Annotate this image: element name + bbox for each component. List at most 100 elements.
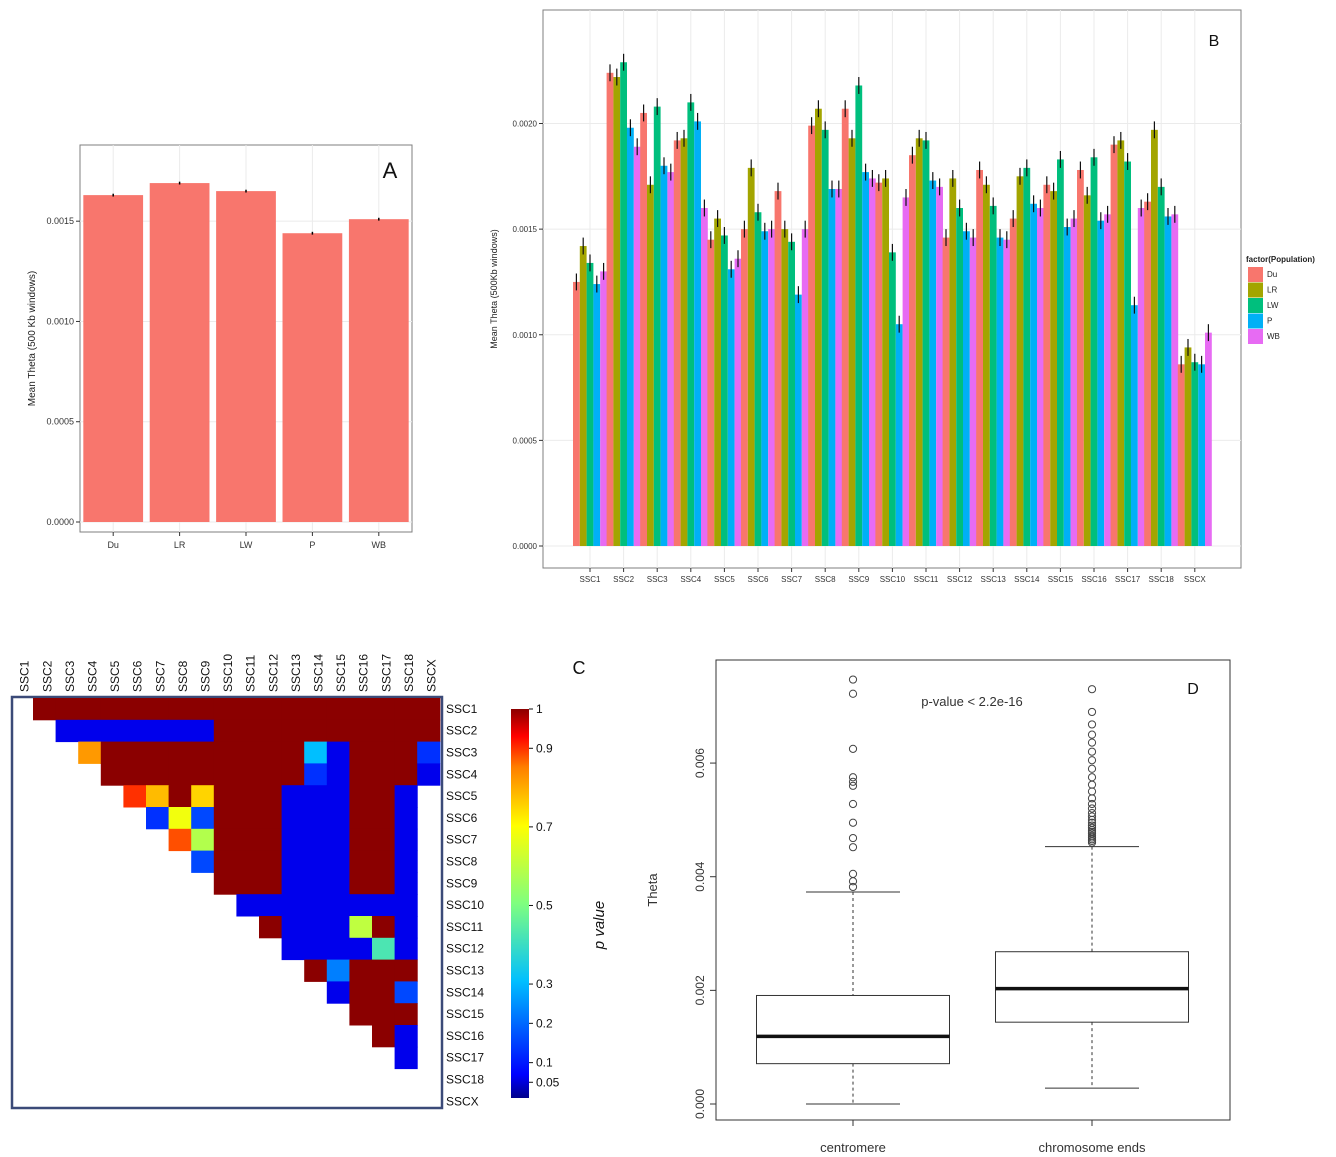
panel-b-bar-LW [1191, 362, 1199, 546]
panel-d-outlier [848, 882, 858, 892]
panel-b-bar-LW [1090, 157, 1098, 546]
panel-d-outlier [848, 773, 858, 782]
panel-c-cell [191, 698, 215, 721]
panel-c-colorbar-tick-label: 0.7 [536, 820, 553, 834]
panel-c-cell [100, 763, 124, 786]
panel-b-bar-Du [1077, 169, 1084, 546]
panel-b-bar-Du [942, 237, 950, 546]
panel-b-bar-Du [741, 229, 748, 547]
panel-c-cell [304, 937, 328, 961]
panel-b-bar-WB [667, 172, 675, 547]
panel-c-cell [349, 959, 373, 982]
panel-c-cell [281, 872, 305, 895]
panel-b-legend-label: P [1267, 317, 1272, 326]
panel-c-cell [259, 785, 283, 808]
panel-b-xtick-label: SSCX [1184, 575, 1206, 584]
panel-b-xtick-label: SSC5 [714, 575, 735, 584]
panel-c-cell [326, 937, 350, 961]
panel-c-cell [213, 741, 237, 764]
panel-d-ylabel: Theta [645, 873, 660, 907]
panel-c-cell [168, 828, 192, 852]
panel-d-outlier [1087, 812, 1097, 821]
panel-a-xtick-label: WB [372, 540, 387, 550]
panel-d-outlier [1087, 831, 1097, 840]
panel-d-box [756, 994, 950, 1065]
panel-c-cell [417, 698, 441, 721]
panel-b-bar-LR [579, 246, 587, 546]
panel-c-cell [191, 850, 215, 873]
panel-d-outlier [848, 777, 858, 786]
panel-d-outlier [848, 843, 858, 852]
panel-c-col-label: SSC13 [289, 654, 303, 692]
panel-c-cell [236, 785, 260, 808]
panel-c-row-label: SSC3 [446, 746, 478, 760]
panel-c-cell [168, 763, 192, 786]
panel-c-row-label: SSC2 [446, 724, 478, 738]
panel-b-bar-Du [1177, 364, 1185, 546]
panel-c-cell [281, 807, 305, 830]
panel-b-bar-LR [1184, 347, 1192, 546]
panel-c-cell [236, 894, 260, 917]
panel-b-bar-P [795, 294, 802, 546]
panel-c-cell [349, 741, 373, 764]
panel-b-bar-P [895, 324, 903, 546]
panel-b-bar-WB [1070, 218, 1078, 546]
panel-c-cell [372, 785, 396, 808]
panel-b-bar-WB [1104, 214, 1111, 546]
panel-b-bar-LR [815, 108, 822, 546]
panel-b-xtick-label: SSC13 [981, 575, 1007, 584]
panel-c-cell [394, 719, 418, 743]
panel-c-cell [372, 872, 396, 895]
panel-b-bar-WB [969, 237, 977, 546]
panel-c-cell [123, 719, 147, 743]
panel-b-legend-swatch-Du [1248, 267, 1263, 282]
panel-c-cell [394, 785, 418, 808]
panel-b-bar-P [1063, 227, 1071, 546]
panel-c-col-label: SSCX [425, 659, 439, 692]
panel-b-bar-P [1131, 305, 1138, 546]
panel-b-bar-LW [687, 102, 695, 546]
panel-b-bar-WB [1137, 208, 1145, 546]
panel-c-row-label: SSC12 [446, 942, 484, 956]
panel-c-row-label: SSC13 [446, 964, 484, 978]
panel-c-cell [259, 807, 283, 830]
panel-c-cell [304, 916, 328, 939]
panel-c-cell [349, 719, 373, 743]
panel-b-legend-title: factor(Population) [1246, 255, 1315, 264]
panel-d-outlier [1087, 730, 1097, 739]
panel-c-cell [304, 959, 328, 982]
panel-c-cell [417, 741, 441, 764]
panel-c-row-label: SSC10 [446, 898, 484, 912]
panel-c-cell [372, 698, 396, 721]
panel-c-cell [326, 959, 350, 982]
panel-c-row-label: SSC14 [446, 985, 484, 999]
panel-c-cell [259, 719, 283, 743]
panel-b-bar-WB [633, 146, 641, 546]
panel-d-outlier [848, 799, 858, 809]
panel-b-xtick-label: SSC16 [1081, 575, 1107, 584]
panel-c-row-label: SSC15 [446, 1007, 484, 1021]
panel-c-cell [394, 828, 418, 852]
panel-b-bar-P [694, 121, 701, 547]
panel-c-col-label: SSC10 [221, 654, 235, 692]
panel-b-xtick-label: SSC14 [1014, 575, 1040, 584]
panel-c-cell [236, 763, 260, 786]
panel-c-cell [394, 1003, 418, 1026]
panel-c-cell [55, 698, 79, 721]
panel-b-bar-LW [788, 241, 795, 546]
panel-c-row-label: SSC5 [446, 789, 478, 803]
panel-d-outlier [848, 869, 858, 878]
panel-c-cell [304, 828, 328, 852]
panel-c-cell [394, 916, 418, 939]
panel-b-bar-Du [909, 155, 916, 547]
panel-c-cell [213, 872, 237, 895]
panel-b-ylabel: Mean Theta (500Kb windows) [489, 229, 499, 348]
panel-c-col-label: SSC1 [18, 660, 32, 692]
panel-c-label: C [573, 658, 586, 678]
panel-c-row-label: SSC8 [446, 855, 478, 869]
panel-c-col-label: SSC6 [131, 660, 145, 692]
panel-c-row-label: SSC18 [446, 1073, 484, 1087]
panel-d-ytick-label: 0.006 [693, 748, 707, 778]
panel-c-cell [281, 698, 305, 721]
panel-b-ytick-label: 0.0020 [513, 120, 538, 129]
